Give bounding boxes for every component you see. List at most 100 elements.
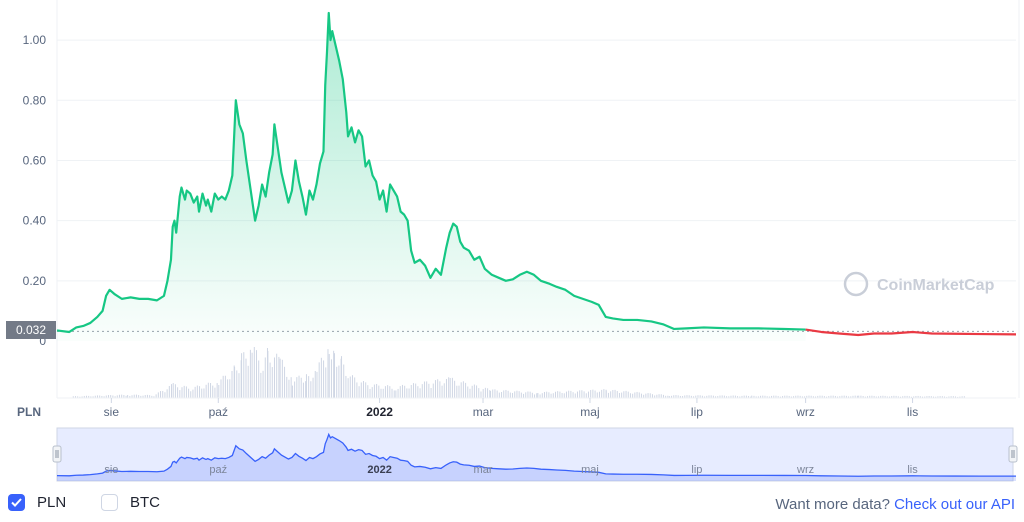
volume-bar <box>548 392 550 398</box>
volume-bar <box>476 385 478 398</box>
volume-bar <box>880 395 882 398</box>
volume-bar <box>90 396 92 398</box>
volume-bar <box>462 381 464 398</box>
volume-bar <box>895 395 897 398</box>
volume-bar <box>523 393 525 398</box>
volume-bar <box>171 384 173 398</box>
volume-bar <box>721 395 723 398</box>
volume-bar <box>188 388 190 398</box>
volume-bar <box>155 394 157 398</box>
navigator-tick-label: wrz <box>796 464 814 476</box>
volume-bar <box>395 390 397 398</box>
volume-bar <box>565 391 567 398</box>
volume-bar <box>902 396 904 398</box>
volume-bar <box>467 386 469 398</box>
volume-bar <box>559 391 561 398</box>
volume-bar <box>343 364 345 398</box>
api-link[interactable]: Check out our API <box>894 496 1015 513</box>
volume-bar <box>525 392 527 398</box>
price-area-fill <box>57 13 806 341</box>
volume-bar <box>192 389 194 398</box>
volume-bar <box>341 356 343 398</box>
volume-bar <box>917 395 919 398</box>
volume-bar <box>492 389 494 398</box>
x-tick-label: sie <box>104 405 120 419</box>
volume-bar <box>305 374 307 398</box>
volume-bar <box>179 390 181 398</box>
volume-bar <box>950 396 952 398</box>
checkbox-pln[interactable] <box>8 494 25 511</box>
api-promo-text: Want more data? <box>775 496 890 513</box>
volume-bar <box>955 396 957 398</box>
volume-bar <box>830 395 832 398</box>
volume-bar <box>404 385 406 398</box>
volume-bar <box>110 395 112 398</box>
volume-bar <box>121 394 123 398</box>
volume-bar <box>726 396 728 398</box>
volume-bar <box>941 396 943 398</box>
volume-bar <box>471 385 473 398</box>
volume-bar <box>222 375 224 398</box>
volume-bar <box>205 384 207 398</box>
volume-bar <box>529 391 531 398</box>
volume-bar <box>415 383 417 398</box>
volume-bar <box>207 382 209 398</box>
volume-bar <box>869 395 871 398</box>
volume-bar <box>203 388 205 398</box>
volume-bar <box>380 388 382 398</box>
volume-bar <box>882 395 884 398</box>
volume-bar <box>621 392 623 398</box>
volume-bar <box>81 396 83 398</box>
volume-bar <box>218 385 220 398</box>
navigator-handle-right[interactable] <box>1008 445 1018 463</box>
volume-bar <box>688 395 690 398</box>
volume-bar <box>212 385 214 398</box>
volume-bar <box>516 390 518 398</box>
drag-handle-icon[interactable] <box>1008 445 1018 463</box>
volume-bar <box>632 393 634 398</box>
volume-bar <box>695 395 697 398</box>
volume-bar <box>760 395 762 398</box>
volume-bar <box>922 396 924 398</box>
legend-pln[interactable]: PLN <box>8 494 66 511</box>
volume-bar <box>92 396 94 398</box>
volume-bar <box>712 395 714 398</box>
y-axis: 0 0.20 0.40 0.60 0.80 1.00 <box>23 33 47 348</box>
drag-handle-icon[interactable] <box>52 445 62 463</box>
navigator[interactable]: sie paź 2022 mar maj lip wrz lis <box>52 427 1018 482</box>
volume-bar <box>779 396 781 398</box>
volume-bar <box>537 393 539 398</box>
navigator-handle-left[interactable] <box>52 445 62 463</box>
volume-bar <box>451 377 453 398</box>
volume-bar <box>764 395 766 398</box>
volume-bar <box>957 396 959 398</box>
volume-bar <box>717 396 719 398</box>
volume-bar <box>924 396 926 398</box>
volume-bar <box>839 396 841 398</box>
volume-bar <box>730 395 732 398</box>
volume-bar <box>430 387 432 398</box>
price-line-series-2 <box>805 328 1017 337</box>
volume-bar <box>527 391 529 398</box>
volume-bar <box>852 395 854 398</box>
volume-bar <box>249 349 251 398</box>
volume-bar <box>952 396 954 398</box>
legend-btc[interactable]: BTC <box>101 494 160 511</box>
volume-bar <box>227 379 229 398</box>
volume-bar <box>296 377 298 398</box>
volume-bar <box>428 383 430 398</box>
navigator-tick-label: lis <box>907 464 918 476</box>
volume-bar <box>723 395 725 398</box>
volume-bar <box>378 385 380 398</box>
volume-bar <box>389 386 391 398</box>
volume-bar <box>832 395 834 398</box>
checkbox-btc[interactable] <box>101 494 118 511</box>
volume-bar <box>151 395 153 398</box>
volume-bar <box>862 396 864 398</box>
volume-bar <box>864 396 866 398</box>
volume-bar <box>682 396 684 398</box>
volume-bar <box>256 350 258 398</box>
volume-bar <box>327 349 329 398</box>
volume-bar <box>745 395 747 398</box>
volume-bar <box>697 395 699 398</box>
